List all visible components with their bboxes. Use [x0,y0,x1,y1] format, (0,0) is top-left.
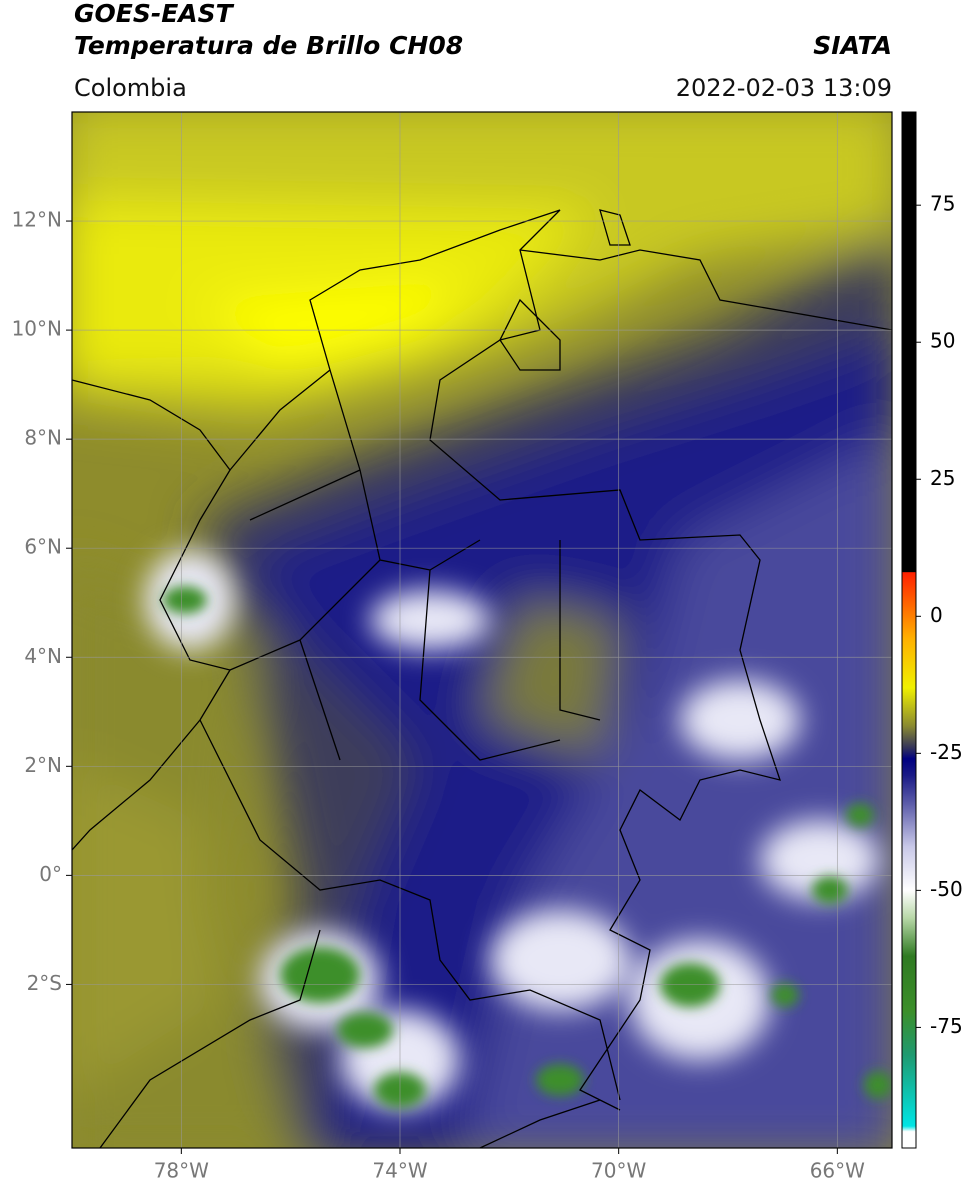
lat-tick-label: 12°N [12,208,62,232]
subtitle: Temperatura de Brillo CH08 [74,31,463,60]
lat-tick-label: 0° [39,862,62,886]
datetime: 2022-02-03 13:09 [676,74,892,102]
colorbar-frame [901,111,917,1149]
lat-tick-label: 10°N [12,317,62,341]
lon-tick-label: 78°W [154,1159,209,1183]
title: GOES-EAST [74,0,235,28]
lat-tick-label: 6°N [24,535,62,559]
colorbar [902,112,916,1148]
lon-tick-label: 70°W [591,1159,646,1183]
source: SIATA [813,31,892,60]
colorbar-tick-label: 25 [930,466,955,490]
borders [72,209,892,1148]
lat-tick-label: 8°N [24,426,62,450]
colorbar-tick-label: -25 [930,740,963,764]
satellite-image [72,112,892,1148]
lon-tick-label: 66°W [810,1159,865,1183]
lat-tick-label: 4°N [24,644,62,668]
colorbar-tick-label: 75 [930,192,955,216]
colorbar-tick-label: -50 [930,877,963,901]
colorbar-tick-label: 50 [930,329,955,353]
colorbar-tick-label: -75 [930,1014,963,1038]
map-frame [71,111,893,1149]
lat-tick-label: 2°N [24,753,62,777]
region: Colombia [74,74,187,102]
lat-tick-label: 2°S [27,971,62,995]
colorbar-tick-label: 0 [930,603,943,627]
lon-tick-label: 74°W [372,1159,427,1183]
